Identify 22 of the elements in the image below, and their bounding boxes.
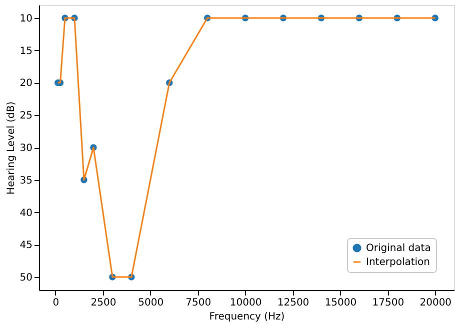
x-tick-label: 5000 bbox=[138, 298, 164, 308]
x-tick-label: 12500 bbox=[277, 298, 310, 308]
y-tick-label: 50 bbox=[20, 272, 32, 284]
legend-label: Original data bbox=[366, 243, 431, 254]
x-tick-label: 10000 bbox=[230, 298, 262, 308]
y-tick-label: 10 bbox=[20, 13, 32, 24]
legend-label: Interpolation bbox=[366, 257, 430, 268]
x-tick-label: 0 bbox=[52, 298, 60, 308]
x-tick-label: 20000 bbox=[420, 298, 452, 308]
y-tick-label: 20 bbox=[20, 78, 32, 90]
y-tick-label: 25 bbox=[20, 110, 32, 122]
x-tick-label: 7500 bbox=[186, 298, 212, 308]
x-tick-label: 17500 bbox=[372, 298, 404, 308]
y-tick-label: 15 bbox=[20, 46, 32, 57]
y-tick-label: 35 bbox=[20, 175, 32, 186]
y-axis-title: Hearing Level (dB) bbox=[6, 101, 17, 195]
y-tick-label: 40 bbox=[20, 208, 32, 219]
x-axis-title: Frequency (Hz) bbox=[209, 312, 285, 322]
x-tick-label: 15000 bbox=[324, 298, 357, 308]
y-tick-label: 30 bbox=[20, 143, 32, 154]
x-tick-label: 2500 bbox=[90, 298, 116, 308]
y-tick-label: 45 bbox=[20, 240, 32, 252]
